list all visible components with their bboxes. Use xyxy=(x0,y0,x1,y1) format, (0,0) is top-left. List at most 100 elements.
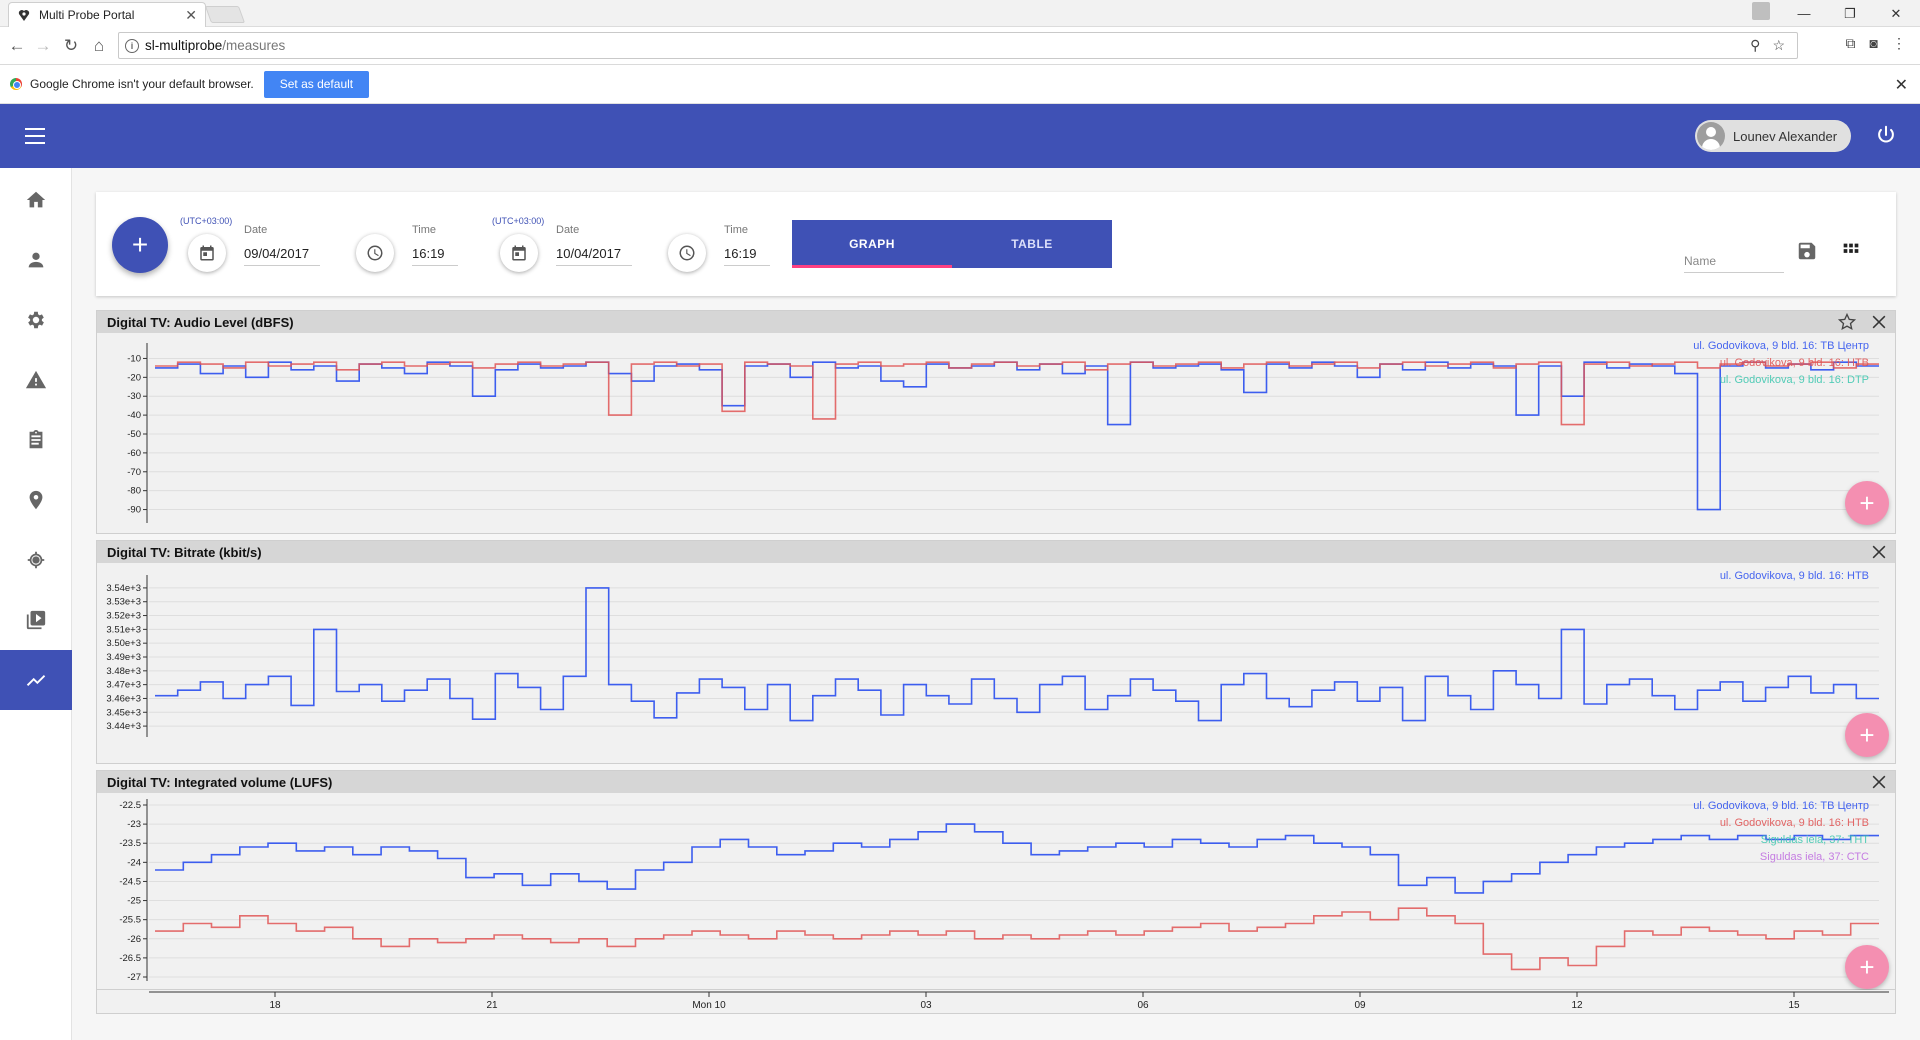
chart-plot-area[interactable]: 3.54e+3 3.53e+3 3.52e+3 3.51e+3 3.50e+3 3.49e… xyxy=(97,563,1895,763)
user-chip[interactable]: Lounev Alexander xyxy=(1695,120,1851,152)
y-tick-label: -23.5 xyxy=(119,838,141,849)
address-bar: ← → ↻ ⌂ i sl-multiprobe/measures ⚲ ☆ ⧉ ◙… xyxy=(0,27,1920,65)
legend-entry[interactable]: ul. Godovikova, 9 bld. 16: ТВ Центр xyxy=(1693,340,1869,352)
set-default-button[interactable]: Set as default xyxy=(263,70,370,98)
gear-icon xyxy=(28,311,44,329)
window-close-icon[interactable]: ✕ xyxy=(1890,5,1902,21)
legend-entry[interactable]: ul. Godovikova, 9 bld. 16: DTP xyxy=(1720,374,1869,386)
from-date-picker-button[interactable] xyxy=(188,234,226,272)
from-date-field[interactable]: 09/04/2017 xyxy=(244,246,320,266)
time-axis: 18 21 Mon 10 03 06 09 12 15 xyxy=(96,990,1896,1014)
legend-entry[interactable]: ul. Godovikova, 9 bld. 16: НТВ xyxy=(1720,357,1869,369)
location-pin-icon xyxy=(29,490,43,510)
y-tick-label: 3.50e+3 xyxy=(106,638,141,649)
infobar-close-icon[interactable]: ✕ xyxy=(1894,77,1908,94)
measure-toolbar: + (UTC+03:00) Date 09/04/2017 Time 16:19… xyxy=(96,192,1896,296)
nav-probes[interactable] xyxy=(0,530,72,590)
grid-view-icon[interactable] xyxy=(1840,240,1862,262)
infobar-message: Google Chrome isn't your default browser… xyxy=(30,77,254,91)
to-date-picker-button[interactable] xyxy=(500,234,538,272)
profile-icon[interactable] xyxy=(1752,2,1770,20)
y-tick-label: -30 xyxy=(127,391,141,402)
nav-video[interactable] xyxy=(0,590,72,650)
key-icon[interactable]: ⚲ xyxy=(1750,37,1761,53)
calendar-icon xyxy=(200,245,214,261)
nav-measures[interactable] xyxy=(0,650,72,710)
clock-icon xyxy=(367,245,383,261)
legend-entry[interactable]: ul. Godovikova, 9 bld. 16: НТВ xyxy=(1720,570,1869,582)
legend-entry[interactable]: ul. Godovikova, 9 bld. 16: НТВ xyxy=(1720,817,1869,829)
minimize-icon[interactable]: — xyxy=(1797,6,1811,21)
from-time-picker-button[interactable] xyxy=(356,234,394,272)
new-tab-button[interactable] xyxy=(204,6,246,23)
power-icon[interactable] xyxy=(1875,124,1897,146)
user-name: Lounev Alexander xyxy=(1733,128,1838,144)
to-time-field[interactable]: 16:19 xyxy=(724,246,770,266)
nav-alarms[interactable] xyxy=(0,350,72,410)
x-tick-label: 15 xyxy=(1788,1000,1800,1011)
to-date-label: Date xyxy=(556,224,580,236)
extension-icon[interactable]: ⧉ xyxy=(1845,35,1856,51)
calendar-icon xyxy=(512,245,526,261)
browser-tab[interactable]: Multi Probe Portal ✕ xyxy=(8,2,206,27)
y-tick-label: 3.53e+3 xyxy=(106,597,141,608)
from-timezone: (UTC+03:00) xyxy=(180,216,233,226)
add-series-button[interactable]: + xyxy=(1845,481,1889,525)
to-date-field[interactable]: 10/04/2017 xyxy=(556,246,632,266)
incognito-icon[interactable]: ◙ xyxy=(1869,35,1878,51)
nav-users[interactable] xyxy=(0,230,72,290)
legend-entry[interactable]: Siguldas iela, 37: СТС xyxy=(1760,851,1869,863)
home-icon[interactable]: ⌂ xyxy=(93,36,105,55)
x-tick-label: 03 xyxy=(920,1000,932,1011)
hamburger-menu-icon[interactable] xyxy=(25,128,45,144)
restore-icon[interactable]: ❐ xyxy=(1844,5,1856,21)
name-input[interactable]: Name xyxy=(1684,254,1784,273)
y-tick-label: -10 xyxy=(127,353,141,364)
chart-plot-area[interactable]: -10 -20 -30 -40 -50 -60 -70 -80 -90 ul. Godovikov… xyxy=(97,333,1895,533)
back-icon[interactable]: ← xyxy=(8,36,26,55)
legend-entry[interactable]: Siguldas iela, 37: ТНТ xyxy=(1761,834,1869,846)
y-tick-label: 3.46e+3 xyxy=(106,693,141,704)
favorite-star-icon[interactable] xyxy=(1837,312,1857,332)
site-info-icon[interactable]: i xyxy=(125,38,139,53)
legend-entry[interactable]: ul. Godovikova, 9 bld. 16: ТВ Центр xyxy=(1693,800,1869,812)
y-tick-label: -80 xyxy=(127,486,141,497)
series-line xyxy=(155,587,1879,722)
nav-reports[interactable] xyxy=(0,410,72,470)
forward-icon[interactable]: → xyxy=(34,36,52,55)
reload-icon[interactable]: ↻ xyxy=(63,36,79,55)
menu-dots-icon[interactable]: ⋮ xyxy=(1892,35,1906,51)
x-tick-label: 18 xyxy=(269,1000,281,1011)
tab-table[interactable]: TABLE xyxy=(1011,237,1053,251)
default-browser-infobar: Google Chrome isn't your default browser… xyxy=(0,65,1920,104)
tab-graph[interactable]: GRAPH xyxy=(792,220,952,268)
close-icon[interactable] xyxy=(1869,772,1889,792)
nav-home[interactable] xyxy=(0,170,72,230)
y-tick-label: -23 xyxy=(127,819,141,830)
url-input[interactable]: i sl-multiprobe/measures ⚲ ☆ xyxy=(118,32,1798,59)
nav-locations[interactable] xyxy=(0,470,72,530)
series-line xyxy=(155,361,1879,511)
y-tick-label: -40 xyxy=(127,410,141,421)
y-tick-label: -22.5 xyxy=(119,800,141,811)
from-time-field[interactable]: 16:19 xyxy=(412,246,458,266)
close-icon[interactable] xyxy=(1869,542,1889,562)
url-path: /measures xyxy=(222,38,286,53)
clipboard-icon xyxy=(29,429,43,449)
close-icon[interactable] xyxy=(1869,312,1889,332)
x-tick-label: 06 xyxy=(1137,1000,1149,1011)
save-icon[interactable] xyxy=(1796,240,1818,262)
app-header: Lounev Alexander xyxy=(0,104,1920,168)
add-series-button[interactable]: + xyxy=(1845,945,1889,989)
y-tick-label: 3.45e+3 xyxy=(106,707,141,718)
add-series-button[interactable]: + xyxy=(1845,713,1889,757)
x-tick-label: 09 xyxy=(1354,1000,1366,1011)
chart-plot-area[interactable]: -22.5 -23 -23.5 -24 -24.5 -25 -25.5 -26 -26.5 -27… xyxy=(97,793,1895,989)
tab-close-icon[interactable]: ✕ xyxy=(185,7,197,23)
gps-target-icon xyxy=(27,551,45,569)
bookmark-star-icon[interactable]: ☆ xyxy=(1772,37,1785,53)
chart-panel-bitrate: Digital TV: Bitrate (kbit/s) 3.54e+3 3.53… xyxy=(96,540,1896,764)
add-measure-button[interactable]: + xyxy=(112,217,168,273)
nav-settings[interactable] xyxy=(0,290,72,350)
to-time-picker-button[interactable] xyxy=(668,234,706,272)
